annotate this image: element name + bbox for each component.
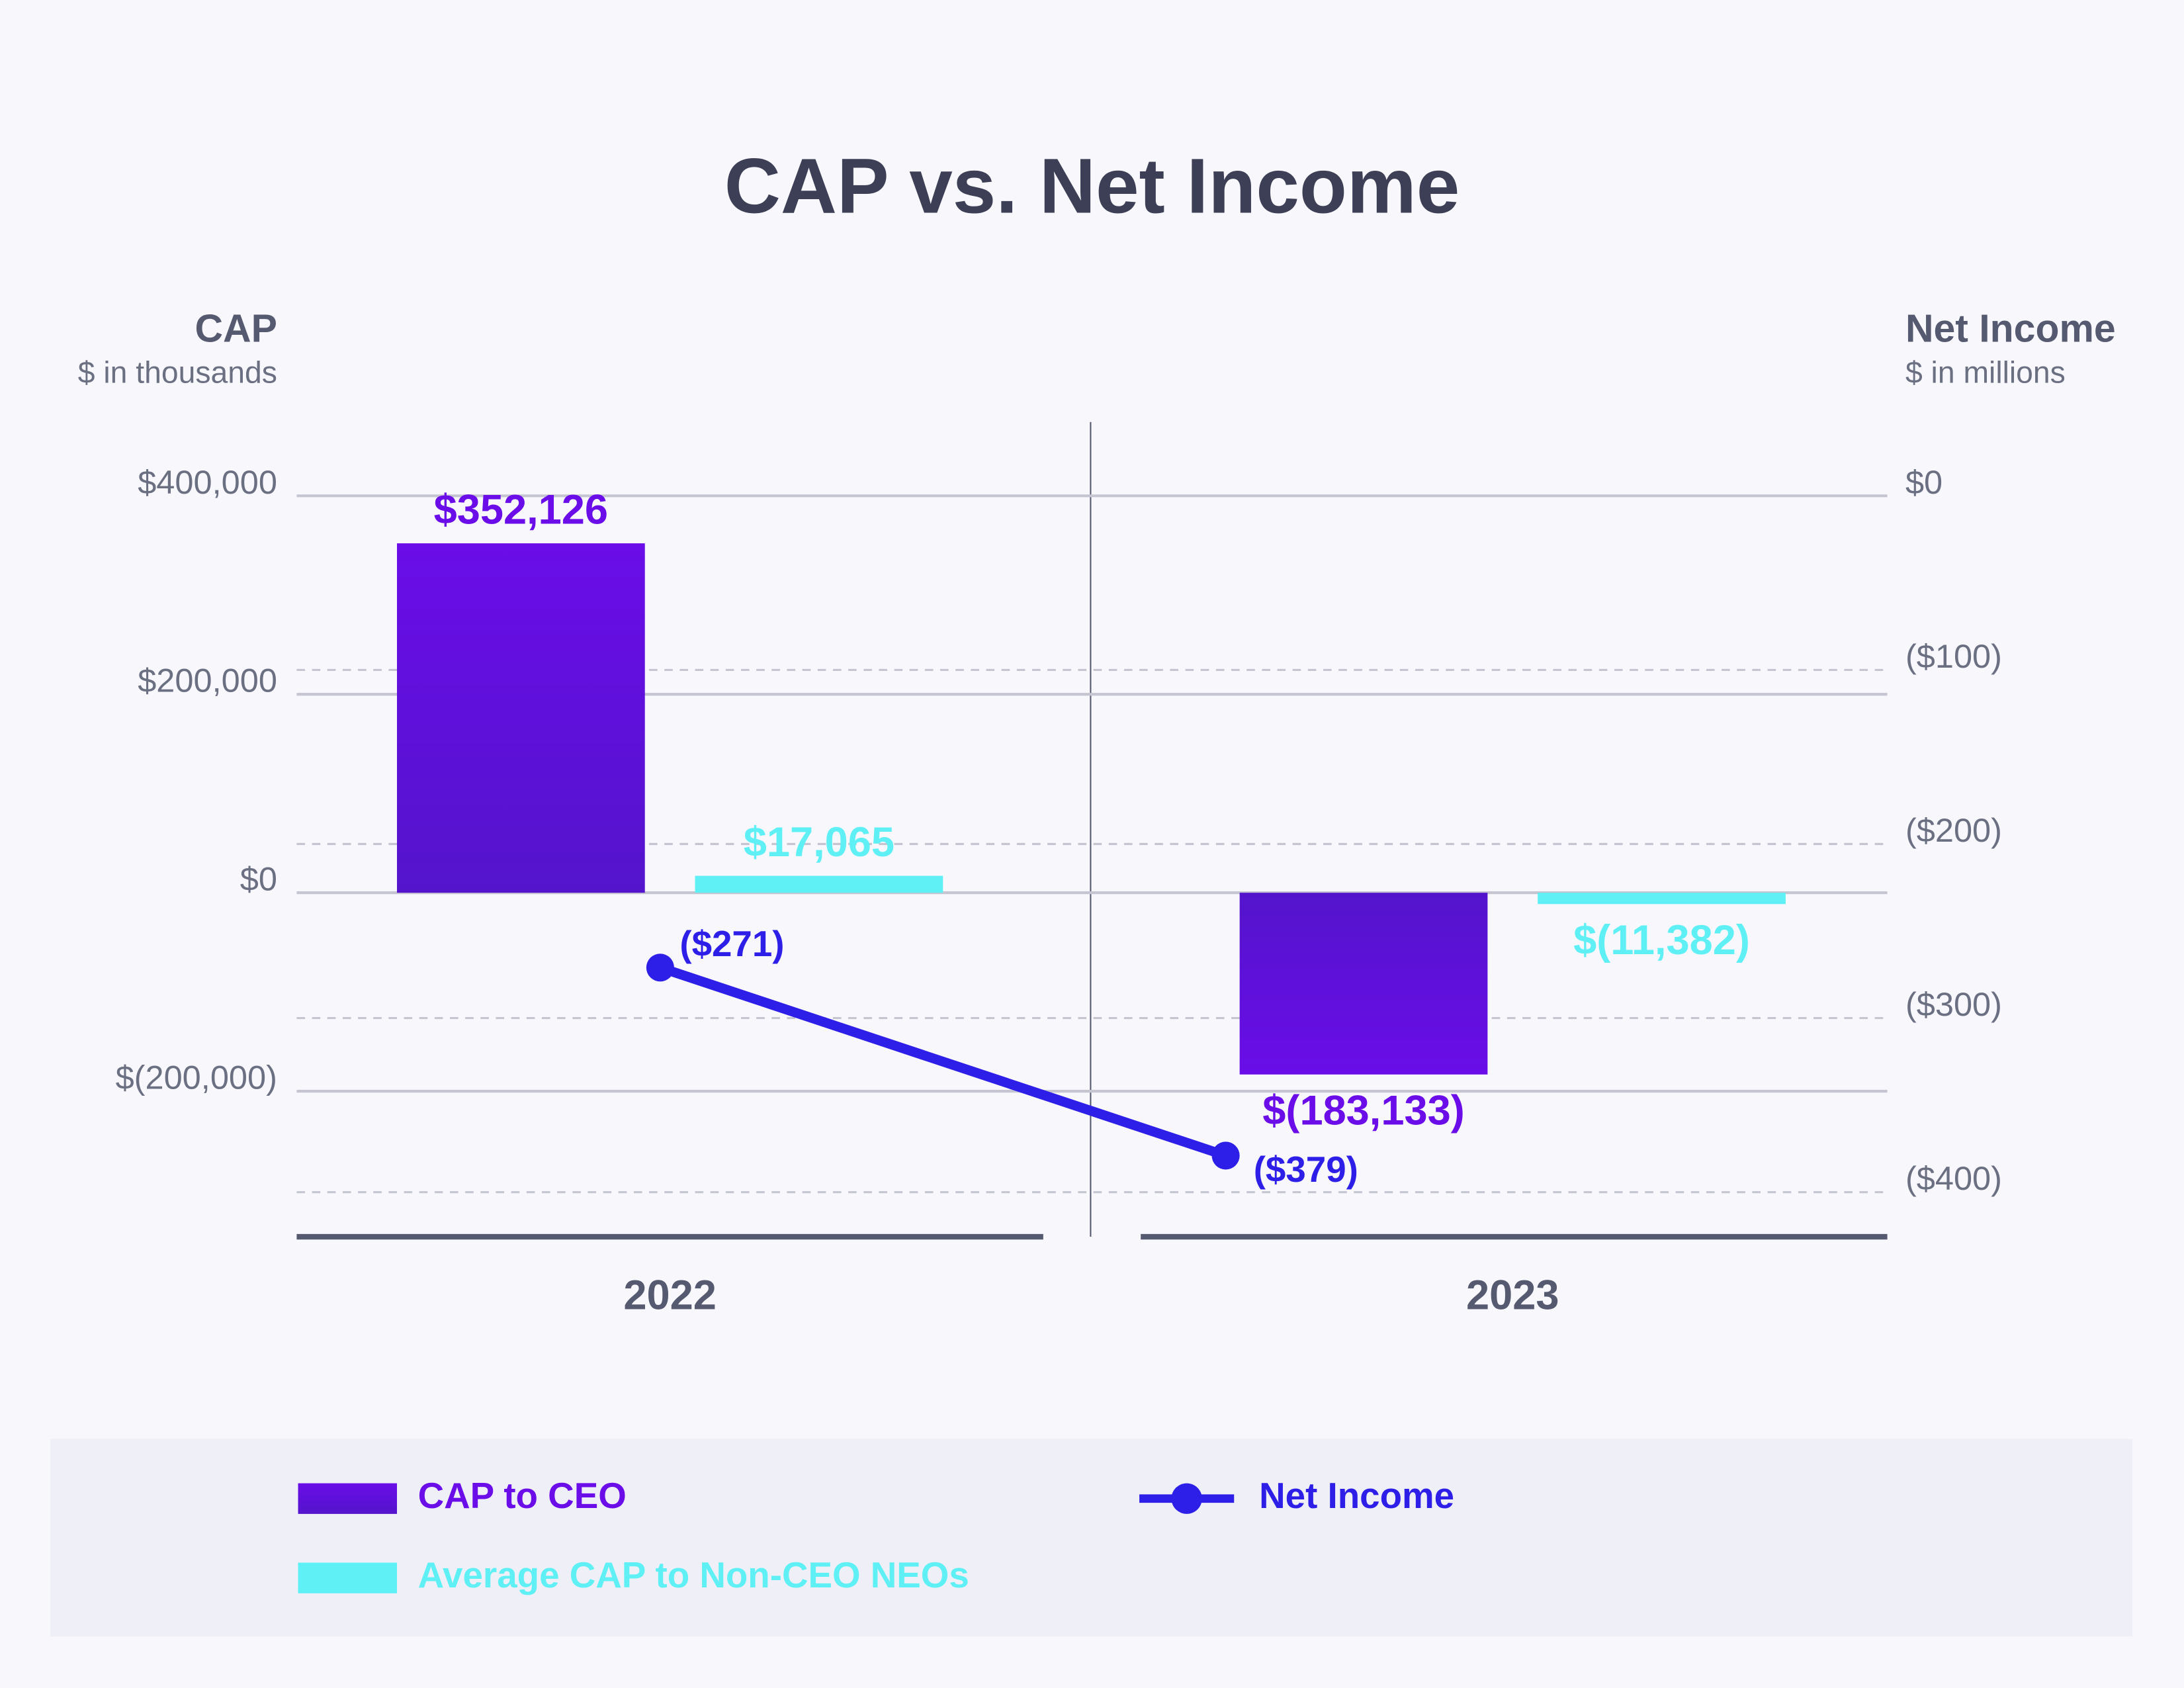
- legend-label: CAP to CEO: [418, 1475, 627, 1516]
- y-axis-subtitle: $ in thousands: [78, 355, 277, 389]
- legend-label: Net Income: [1259, 1475, 1454, 1516]
- data-label: $(183,133): [1262, 1087, 1464, 1133]
- y2-tick-label: ($100): [1905, 637, 2002, 675]
- y2-tick-label: ($200): [1905, 811, 2002, 849]
- x-tick-label: 2023: [1466, 1272, 1559, 1318]
- bar: [1538, 893, 1786, 905]
- bar: [396, 543, 645, 893]
- y-axis-title: CAP: [195, 308, 277, 351]
- data-label: $17,065: [744, 819, 895, 866]
- legend-label: Average CAP to Non-CEO NEOs: [418, 1554, 969, 1595]
- y-tick-label: $200,000: [138, 662, 277, 699]
- bar: [1239, 893, 1488, 1075]
- y2-tick-label: $0: [1905, 463, 1943, 501]
- chart-title: CAP vs. Net Income: [724, 142, 1460, 230]
- y-tick-label: $400,000: [138, 463, 277, 501]
- line-point: [646, 954, 674, 982]
- line: [658, 963, 1227, 1161]
- legend-swatch: [298, 1483, 397, 1514]
- data-label: ($271): [679, 923, 784, 964]
- legend: [50, 1439, 2133, 1637]
- y2-tick-label: ($400): [1905, 1159, 2002, 1197]
- y-tick-label: $0: [240, 860, 277, 898]
- x-tick-label: 2022: [623, 1272, 716, 1318]
- line-point: [1211, 1141, 1240, 1170]
- y2-axis-title: Net Income: [1905, 308, 2116, 351]
- legend-swatch: [298, 1562, 397, 1593]
- data-label: $352,126: [434, 486, 608, 533]
- data-label: $(11,382): [1573, 917, 1750, 963]
- legend-swatch: [1171, 1483, 1202, 1514]
- y2-axis-subtitle: $ in millions: [1905, 355, 2066, 389]
- y-tick-label: $(200,000): [116, 1059, 277, 1096]
- bar: [695, 875, 943, 893]
- data-label: ($379): [1254, 1149, 1358, 1190]
- y2-tick-label: ($300): [1905, 985, 2002, 1023]
